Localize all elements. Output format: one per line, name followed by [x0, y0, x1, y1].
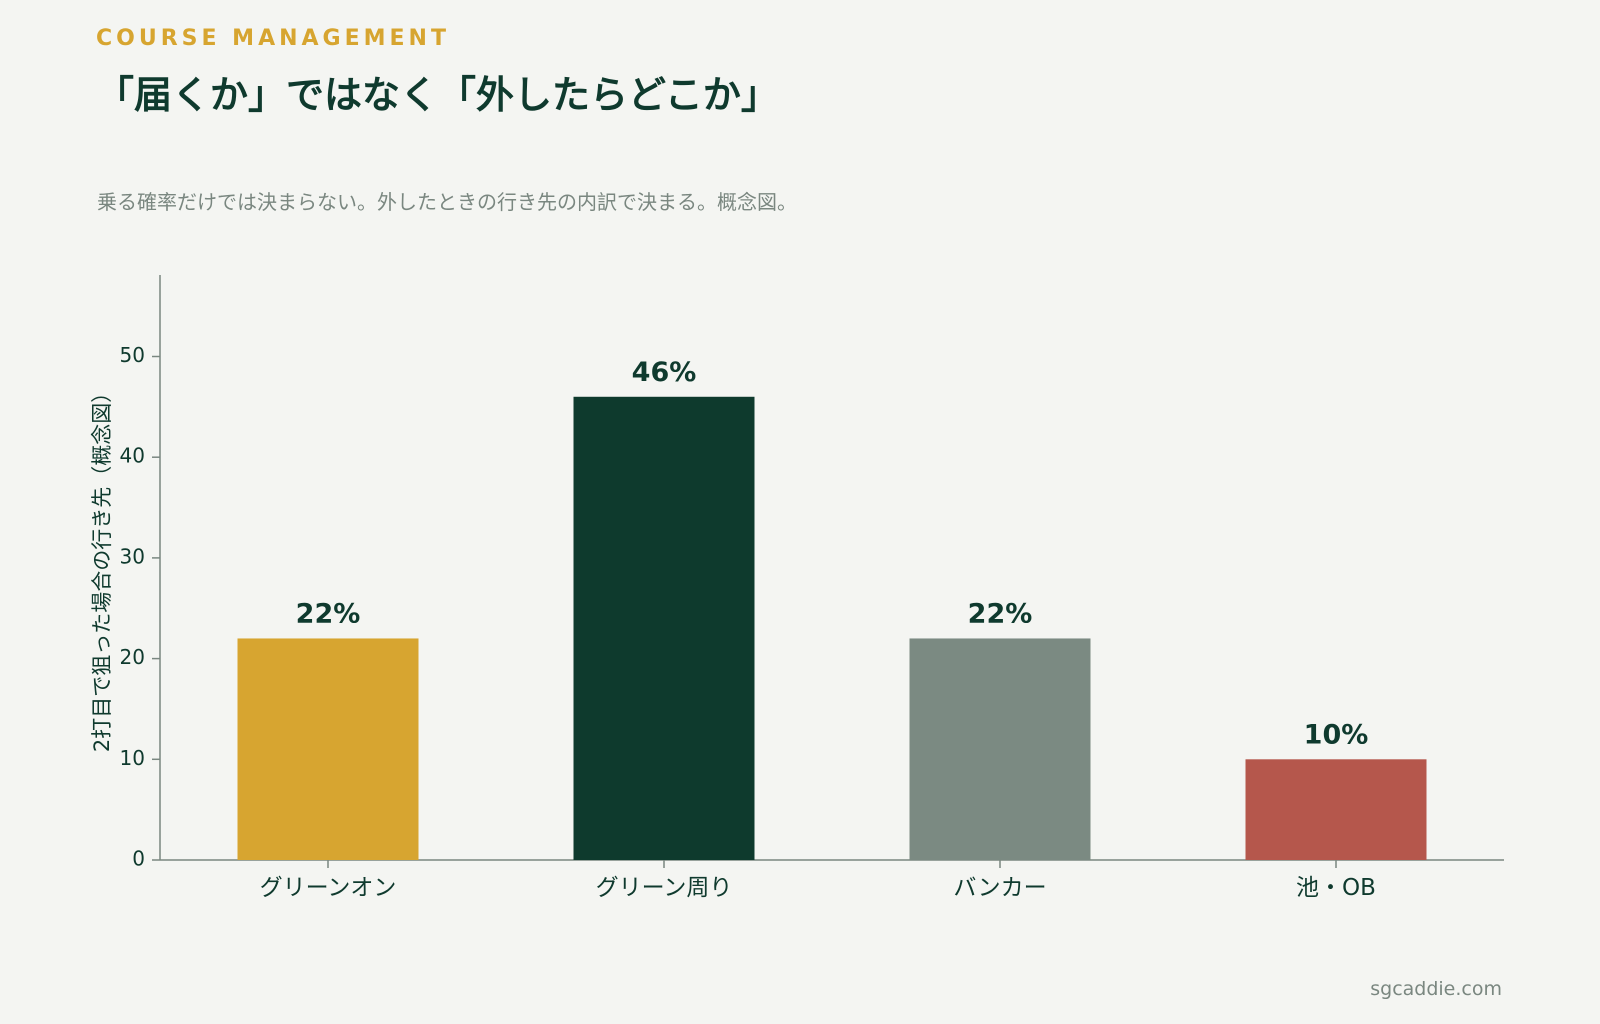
x-axis: グリーンオン グリーン周り バンカー 池・OB: [160, 859, 1504, 901]
x-tick-label: バンカー: [953, 875, 1046, 901]
x-tick-label: グリーン周り: [596, 875, 733, 901]
y-ticks: 0 10 20 30 40 50: [120, 343, 160, 871]
bar-value-label: 22%: [968, 598, 1033, 629]
bar-value-label: 22%: [296, 598, 361, 629]
bar: [1245, 759, 1427, 860]
bar-value-label: 46%: [632, 357, 697, 388]
y-tick-label: 40: [120, 444, 145, 468]
y-tick-label: 20: [120, 645, 145, 669]
y-tick-label: 10: [120, 746, 145, 770]
x-ticks: グリーンオン グリーン周り バンカー 池・OB: [260, 860, 1376, 901]
y-axis: 0 10 20 30 40 50 2打目で狙った場合の行き先（概念図）: [90, 275, 161, 871]
x-tick-label: グリーンオン: [260, 875, 397, 901]
bar: [573, 396, 755, 860]
y-axis-title: 2打目で狙った場合の行き先（概念図）: [90, 382, 114, 752]
chart-subtitle: 乗る確率だけでは決まらない。外したときの行き先の内訳で決まる。概念図。: [97, 190, 797, 214]
bar: [237, 638, 419, 860]
bar-value-label: 10%: [1304, 719, 1369, 750]
bar: [909, 638, 1091, 860]
y-tick-label: 50: [120, 343, 145, 367]
bars: [237, 396, 1427, 860]
x-tick-label: 池・OB: [1296, 875, 1376, 901]
y-tick-label: 30: [120, 544, 145, 568]
footer-source: sgcaddie.com: [1370, 978, 1502, 1000]
value-labels: 22% 46% 22% 10%: [296, 357, 1369, 751]
chart-title: 「届くか」ではなく「外したらどこか」: [96, 73, 779, 117]
section-kicker: COURSE MANAGEMENT: [96, 26, 450, 51]
y-tick-label: 0: [132, 847, 145, 871]
